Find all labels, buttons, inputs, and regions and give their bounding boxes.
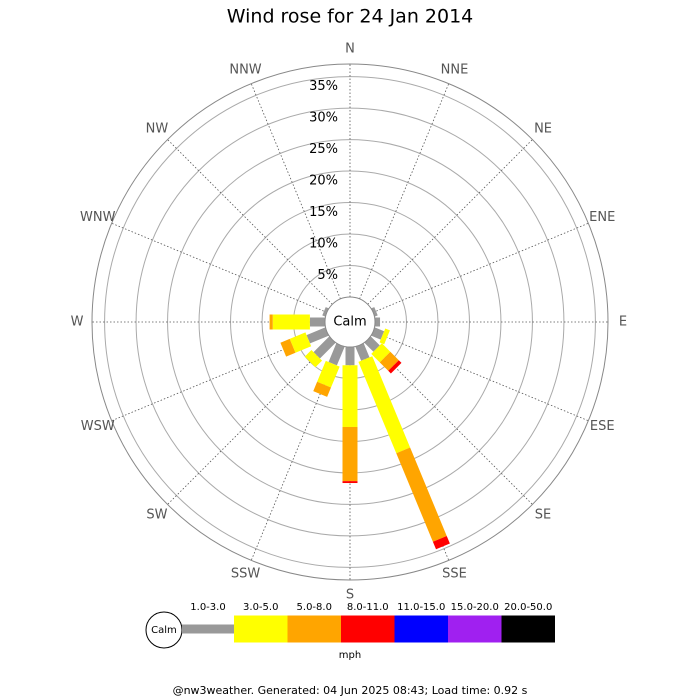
direction-label: NNW	[229, 62, 261, 77]
direction-bar	[375, 317, 381, 327]
bar-segment	[379, 328, 390, 345]
grid-ring	[167, 139, 533, 505]
r-tick-label: 30%	[309, 111, 338, 126]
bar-segment	[342, 365, 358, 427]
spoke	[359, 83, 450, 300]
direction-label: ESE	[590, 419, 615, 434]
bar-segment	[355, 343, 370, 361]
bar-segment	[396, 447, 447, 542]
calm-circle	[324, 296, 376, 348]
direction-label: WNW	[80, 210, 116, 225]
direction-label: SSW	[231, 567, 261, 582]
outer-ring	[91, 63, 609, 581]
bar-segment	[304, 349, 323, 368]
spoke	[250, 83, 341, 300]
r-tick-label: 15%	[309, 205, 338, 220]
direction-label: N	[345, 42, 355, 57]
legend-swatch	[341, 615, 395, 643]
legend-label: 8.0-11.0	[347, 602, 389, 613]
grid-ring	[104, 76, 596, 568]
direction-bar	[371, 307, 378, 317]
spoke	[167, 339, 333, 505]
direction-label: SE	[535, 508, 551, 523]
legend-label: 15.0-20.0	[451, 602, 499, 613]
r-tick-label: 10%	[309, 237, 338, 252]
legend-label: 5.0-8.0	[297, 602, 332, 613]
bar-segment	[313, 336, 336, 359]
bar-segment	[375, 317, 381, 327]
bar-segment	[306, 327, 329, 344]
spoke	[372, 331, 589, 422]
direction-bar	[280, 327, 329, 357]
bar-segment	[342, 481, 358, 484]
spoke	[167, 139, 333, 305]
bar-segment	[280, 338, 296, 357]
direction-label: E	[619, 315, 627, 330]
bar-segment	[371, 343, 391, 363]
r-tick-label: 5%	[317, 268, 338, 283]
bar-segment	[317, 360, 340, 388]
direction-label: NE	[534, 121, 552, 136]
bar-segment	[371, 327, 385, 340]
spoke	[367, 139, 533, 305]
legend-calm-label: Calm	[151, 625, 177, 636]
direction-bar	[342, 347, 358, 484]
bar-segment	[269, 314, 273, 330]
bar-segment	[289, 332, 312, 353]
bar-segment	[358, 356, 411, 454]
direction-label: NW	[146, 121, 169, 136]
bar-segment	[364, 336, 380, 352]
direction-label: S	[346, 588, 354, 603]
r-tick-label: 20%	[309, 174, 338, 189]
calm-label: Calm	[333, 315, 366, 330]
chart-title: Wind rose for 24 Jan 2014	[227, 6, 474, 28]
bar-segment	[342, 426, 358, 482]
direction-bar	[322, 307, 329, 317]
direction-bar	[313, 343, 345, 397]
legend-label: 1.0-3.0	[190, 602, 225, 613]
direction-label: SW	[146, 508, 167, 523]
bar-segment	[313, 381, 331, 397]
direction-label: SSE	[442, 567, 467, 582]
legend-swatch	[448, 615, 502, 643]
bar-segment	[309, 317, 325, 327]
direction-label: ENE	[589, 210, 615, 225]
direction-label: WSW	[81, 419, 115, 434]
bar-segment	[388, 360, 402, 374]
bar-segment	[272, 314, 310, 330]
legend-label: 3.0-5.0	[243, 602, 278, 613]
direction-bar	[371, 327, 390, 345]
direction-bar	[355, 343, 450, 550]
r-tick-label: 35%	[309, 79, 338, 94]
direction-label: NNE	[441, 62, 469, 77]
bar-segment	[371, 307, 378, 317]
legend-swatch	[234, 615, 288, 643]
legend-swatch	[394, 615, 448, 643]
bar-segment	[379, 351, 399, 371]
legend-label: 20.0-50.0	[504, 602, 552, 613]
r-tick-label: 25%	[309, 142, 338, 157]
legend-swatch	[501, 615, 555, 643]
bar-segment	[432, 535, 450, 550]
direction-bar	[269, 314, 325, 330]
footer: @nw3weather. Generated: 04 Jun 2025 08:4…	[173, 684, 528, 697]
direction-bar	[304, 336, 336, 368]
direction-label: W	[71, 315, 84, 330]
bar-segment	[322, 307, 329, 317]
grid-ring	[135, 107, 565, 537]
bar-segment	[345, 347, 355, 366]
spoke	[111, 222, 328, 313]
legend-swatch	[182, 624, 234, 634]
direction-bar	[364, 336, 402, 374]
bar-segment	[328, 343, 345, 366]
legend-label: 11.0-15.0	[397, 602, 445, 613]
spoke	[372, 222, 589, 313]
legend-unit: mph	[339, 650, 361, 661]
legend-swatch	[287, 615, 341, 643]
